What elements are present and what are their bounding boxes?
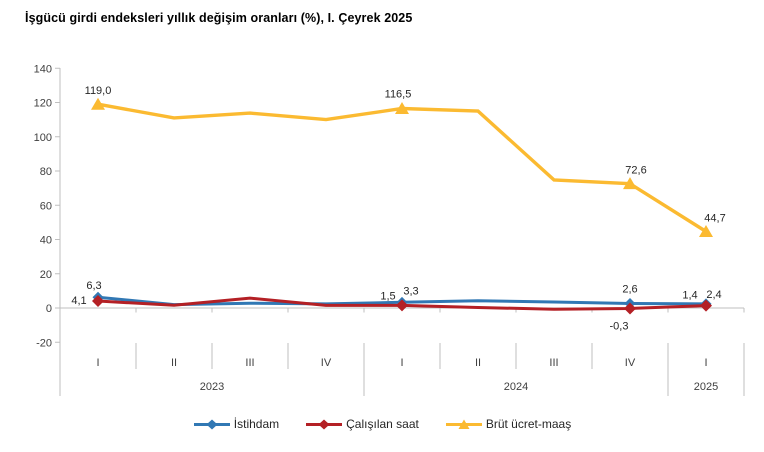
chart-text: 4,1: [71, 295, 86, 307]
series-marker-brut-ucret-maas: [699, 224, 713, 237]
chart-text: II: [475, 357, 481, 369]
chart-text: 1,5: [380, 290, 395, 302]
legend-label-calisilan-saat: Çalışılan saat: [346, 417, 419, 431]
legend-marker-calisilan-saat-icon: [306, 419, 343, 429]
chart-text: I: [704, 357, 707, 369]
chart-text: 0: [46, 303, 52, 315]
chart-text: -20: [36, 337, 52, 349]
series-marker-calisilan-saat: [700, 299, 712, 312]
legend-item-calisilan-saat: Çalışılan saat: [305, 417, 419, 431]
chart-text: IV: [321, 357, 332, 369]
series-marker-calisilan-saat: [92, 294, 104, 307]
chart-text: 120: [34, 98, 52, 110]
chart-text: 2025: [694, 381, 718, 393]
legend-marker: [458, 419, 470, 429]
chart-text: 100: [34, 132, 52, 144]
chart-text: 80: [40, 166, 52, 178]
chart-text: III: [245, 357, 254, 369]
chart-text: -0,3: [610, 321, 629, 333]
chart-text: 2023: [200, 381, 224, 393]
chart-text: III: [549, 357, 558, 369]
legend-label-istihdam: İstihdam: [233, 417, 280, 431]
series-marker-brut-ucret-maas: [91, 97, 105, 110]
chart-text: I: [96, 357, 99, 369]
legend-marker: [318, 419, 330, 429]
series-marker-brut-ucret-maas: [395, 101, 409, 114]
chart-text: 72,6: [625, 165, 646, 177]
chart-text: 3,3: [403, 285, 418, 297]
legend-label-brut-ucret-maas: Brüt ücret-maaş: [485, 417, 572, 431]
chart-text: 1,4: [682, 290, 697, 302]
series-marker-calisilan-saat: [624, 302, 636, 315]
legend-item-brut-ucret-maas: Brüt ücret-maaş: [445, 417, 571, 431]
chart-text: IV: [625, 357, 636, 369]
chart-text: 44,7: [704, 212, 725, 224]
chart-text: 40: [40, 235, 52, 247]
chart-text: I: [400, 357, 403, 369]
chart-legend: İstihdam Çalışılan saat Brüt ücret-maaş: [0, 417, 764, 431]
chart-text: 20: [40, 269, 52, 281]
legend-marker-brut-ucret-maas-icon: [445, 419, 482, 429]
chart-text: 2,4: [706, 289, 721, 301]
legend-item-istihdam: İstihdam: [193, 417, 279, 431]
chart-text: 140: [34, 63, 52, 75]
chart-text: 119,0: [85, 85, 112, 97]
chart-text: 6,3: [86, 280, 101, 292]
chart-text: 116,5: [385, 88, 412, 100]
legend-marker-istihdam-icon: [193, 419, 230, 429]
series-line-brut-ucret-maas: [97, 102, 707, 233]
chart-text: II: [171, 357, 177, 369]
chart-text: 2024: [504, 381, 528, 393]
chart-text: 2,6: [622, 284, 637, 296]
chart-title: İşgücü girdi endeksleri yıllık değişim o…: [25, 11, 413, 25]
series-marker-brut-ucret-maas: [623, 177, 637, 190]
chart-text: 60: [40, 200, 52, 212]
legend-marker: [206, 419, 218, 429]
series-marker-calisilan-saat: [396, 299, 408, 312]
